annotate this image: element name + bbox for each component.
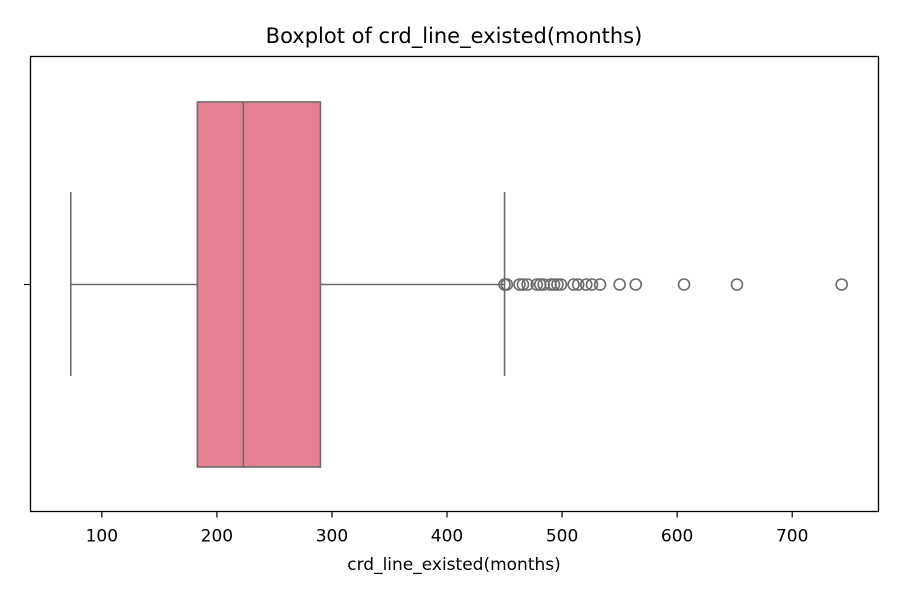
x-tick-label: 600 <box>661 527 693 547</box>
x-axis-label: crd_line_existed(months) <box>347 555 561 575</box>
outlier-point <box>554 278 568 291</box>
outlier-point <box>516 278 530 291</box>
x-tick-label: 100 <box>86 527 118 547</box>
x-tick-label: 300 <box>316 527 348 547</box>
outlier-point <box>579 278 593 291</box>
iqr-box <box>196 101 322 468</box>
x-tick-label: 500 <box>546 527 578 547</box>
outlier-point <box>513 278 526 291</box>
x-tick-label: 200 <box>201 527 233 547</box>
outlier-point <box>500 278 514 291</box>
outlier-point <box>677 278 691 291</box>
outlier-point <box>571 278 585 291</box>
outlier-point <box>567 278 580 291</box>
outlier-point <box>613 278 626 291</box>
plot-area <box>69 101 848 468</box>
outlier-point <box>835 278 848 291</box>
outlier-point <box>547 278 561 291</box>
outlier-point <box>551 278 564 291</box>
x-tick-label: 400 <box>431 527 463 547</box>
outlier-point <box>629 278 643 291</box>
x-axis-ticks: 100 200 300 400 500 600 700 <box>86 511 808 547</box>
outlier-point <box>521 278 534 291</box>
outlier-point <box>585 278 599 291</box>
outlier-point <box>593 278 607 291</box>
x-tick-label: 700 <box>776 527 808 547</box>
outlier-point <box>730 278 744 291</box>
outlier-point <box>530 278 544 291</box>
chart-title: Boxplot of crd_line_existed(months) <box>266 24 643 49</box>
